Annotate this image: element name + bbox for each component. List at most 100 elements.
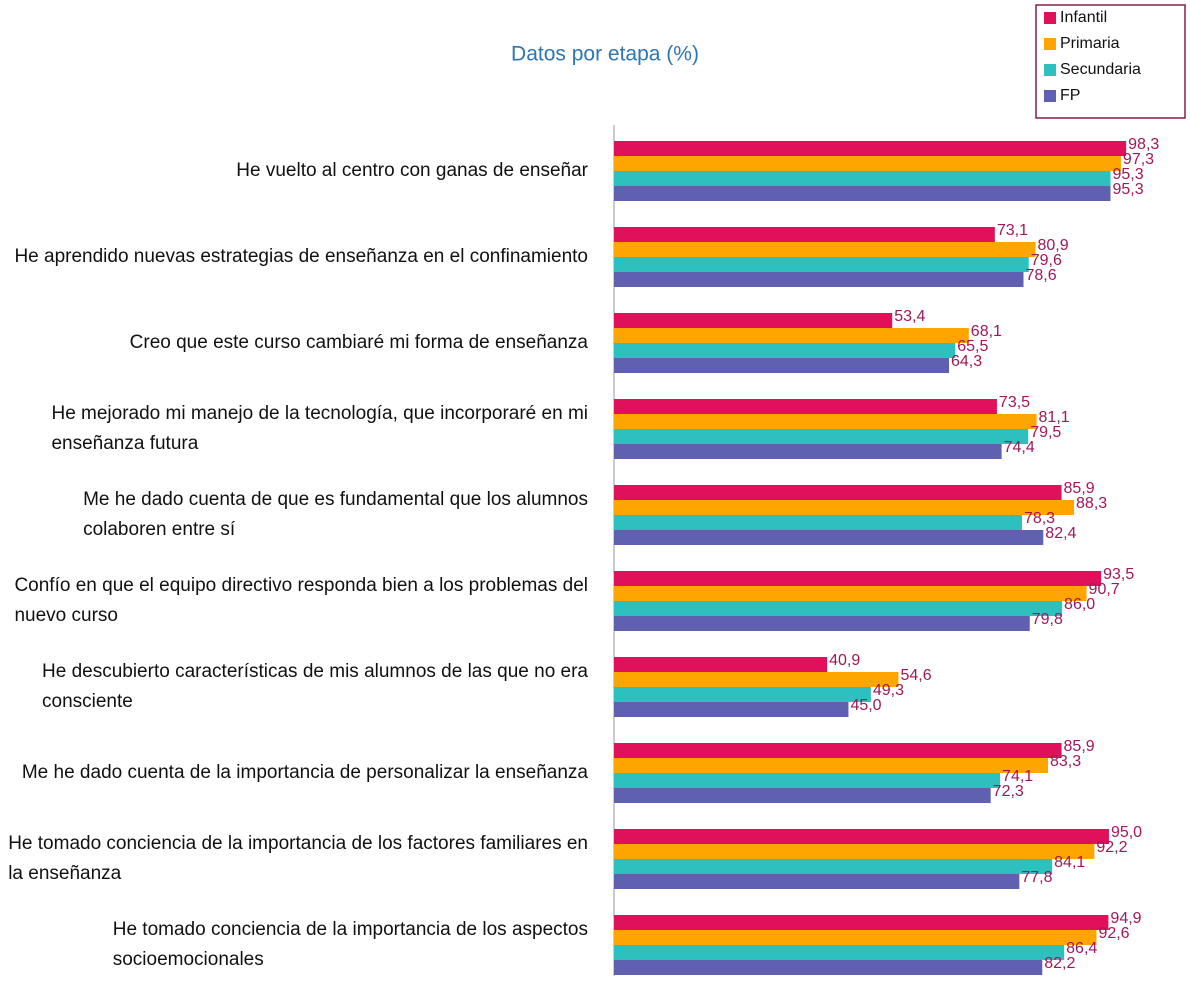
value-label: 65,5 — [957, 338, 988, 355]
category-line: He tomado conciencia de la importancia d… — [8, 833, 593, 854]
bar — [614, 773, 1001, 788]
bar — [614, 272, 1024, 287]
category-label: Creo que este curso cambiaré mi forma de… — [130, 332, 589, 353]
value-label: 78,3 — [1024, 510, 1055, 527]
value-label: 85,9 — [1064, 480, 1095, 497]
value-label: 95,0 — [1111, 824, 1142, 841]
value-label: 68,1 — [971, 323, 1002, 340]
value-label: 86,4 — [1066, 940, 1097, 957]
value-label: 49,3 — [873, 682, 904, 699]
value-label: 74,4 — [1004, 439, 1035, 456]
category-label: He tomado conciencia de la importancia d… — [8, 833, 593, 884]
bar — [614, 702, 849, 717]
value-label: 73,5 — [999, 394, 1030, 411]
value-label: 79,5 — [1030, 424, 1061, 441]
bar — [614, 743, 1062, 758]
category-line: Creo que este curso cambiaré mi forma de… — [130, 332, 589, 353]
bar — [614, 874, 1020, 889]
value-label: 74,1 — [1002, 768, 1033, 785]
value-label: 54,6 — [900, 667, 931, 684]
category-line: Confío en que el equipo directivo respon… — [14, 575, 593, 596]
bar — [614, 530, 1044, 545]
bar — [614, 788, 991, 803]
category-label: He vuelto al centro con ganas de enseñar — [236, 160, 588, 181]
legend-label: Secundaria — [1060, 61, 1141, 78]
bar — [614, 313, 893, 328]
category-label: He mejorado mi manejo de la tecnología, … — [51, 403, 593, 454]
category-line: la enseñanza — [8, 863, 121, 884]
value-label: 82,4 — [1045, 525, 1076, 542]
bar — [614, 399, 997, 414]
bar — [614, 227, 995, 242]
bar — [614, 156, 1121, 171]
value-label: 94,9 — [1110, 910, 1141, 927]
value-label: 95,3 — [1113, 166, 1144, 183]
bar — [614, 945, 1065, 960]
bar — [614, 859, 1053, 874]
category-line: enseñanza futura — [51, 433, 198, 454]
bar — [614, 414, 1037, 429]
bar — [614, 571, 1102, 586]
category-line: Me he dado cuenta de que es fundamental … — [83, 489, 593, 510]
value-label: 40,9 — [829, 652, 860, 669]
value-label: 97,3 — [1123, 151, 1154, 168]
category-line: nuevo curso — [14, 605, 118, 626]
value-label: 77,8 — [1021, 869, 1052, 886]
bar — [614, 657, 828, 672]
value-label: 83,3 — [1050, 753, 1081, 770]
legend-label: Primaria — [1060, 35, 1120, 52]
value-label: 45,0 — [850, 697, 881, 714]
value-label: 88,3 — [1076, 495, 1107, 512]
bar — [614, 960, 1043, 975]
value-label: 78,6 — [1026, 267, 1057, 284]
category-line: He mejorado mi manejo de la tecnología, … — [51, 403, 593, 424]
legend-swatch — [1044, 38, 1056, 50]
category-label: He descubierto características de mis al… — [42, 661, 593, 712]
bar — [614, 242, 1036, 257]
legend-box — [1035, 4, 1186, 119]
value-label: 85,9 — [1064, 738, 1095, 755]
category-label: Me he dado cuenta de la importancia de p… — [22, 762, 589, 783]
value-label: 80,9 — [1037, 237, 1068, 254]
value-label: 92,6 — [1098, 925, 1129, 942]
value-label: 82,2 — [1044, 955, 1075, 972]
bar — [614, 915, 1109, 930]
bar — [614, 500, 1075, 515]
legend-label: FP — [1060, 87, 1080, 104]
value-label: 95,3 — [1113, 181, 1144, 198]
bar — [614, 829, 1109, 844]
value-label: 73,1 — [997, 222, 1028, 239]
bar — [614, 358, 950, 373]
category-line: socioemocionales — [113, 949, 264, 970]
legend-swatch — [1044, 64, 1056, 76]
bar — [614, 429, 1029, 444]
category-line: He tomado conciencia de la importancia d… — [113, 919, 594, 940]
bar — [614, 844, 1095, 859]
value-label: 72,3 — [993, 783, 1024, 800]
bar — [614, 601, 1063, 616]
category-line: He vuelto al centro con ganas de enseñar — [236, 160, 588, 181]
bar — [614, 444, 1002, 459]
bar — [614, 758, 1048, 773]
value-label: 84,1 — [1054, 854, 1085, 871]
bar — [614, 672, 899, 687]
bar — [614, 186, 1111, 201]
value-label: 79,8 — [1032, 611, 1063, 628]
bar — [614, 515, 1022, 530]
category-label: Confío en que el equipo directivo respon… — [14, 575, 593, 626]
bar — [614, 257, 1029, 272]
bar — [614, 485, 1062, 500]
value-label: 98,3 — [1128, 136, 1159, 153]
bar — [614, 343, 956, 358]
category-line: colaboren entre sí — [83, 519, 236, 540]
category-label: Me he dado cuenta de que es fundamental … — [83, 489, 593, 540]
bar — [614, 586, 1087, 601]
bar — [614, 687, 871, 702]
legend-swatch — [1044, 90, 1056, 102]
category-label: He tomado conciencia de la importancia d… — [113, 919, 594, 970]
category-line: He aprendido nuevas estrategias de enseñ… — [14, 246, 588, 267]
bar — [614, 930, 1097, 945]
bar — [614, 328, 969, 343]
value-label: 64,3 — [951, 353, 982, 370]
